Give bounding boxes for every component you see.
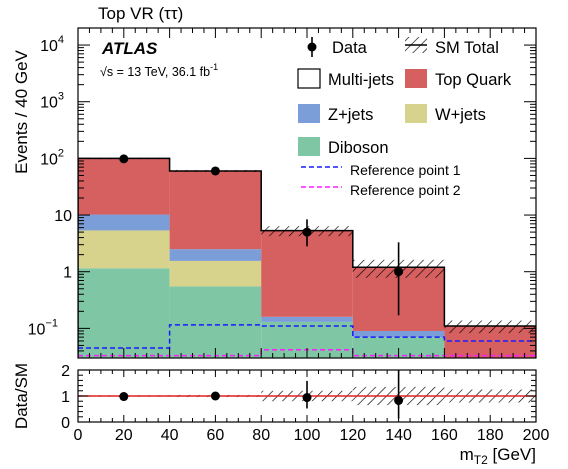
x-tick-label-60: 60 (207, 427, 225, 444)
data-point-1 (210, 166, 220, 176)
sm-uncertainty-bin-4 (444, 320, 536, 334)
legend-swatch-top-quark (405, 69, 427, 88)
main-panel (78, 157, 536, 358)
y-tick-label-5: 10−1 (28, 317, 58, 338)
legend-swatch-z-jets (298, 104, 320, 123)
line-reference-point-1 (78, 324, 536, 349)
x-tick-label-80: 80 (252, 427, 270, 444)
legend-label-reference-point-2: Reference point 2 (350, 182, 461, 198)
x-tick-label-0: 0 (74, 427, 83, 444)
bar-diboson-bin-3 (352, 337, 445, 358)
x-tick-label-120: 120 (339, 427, 366, 444)
bar-z-jets-bin-3 (352, 330, 445, 338)
bar-top-quark-bin-0 (78, 158, 170, 215)
bar-z-jets-bin-1 (169, 249, 262, 261)
bar-w-jets-bin-0 (78, 230, 170, 269)
bar-w-jets-bin-1 (169, 260, 262, 287)
ratio-tick-label-0: 0 (61, 415, 70, 432)
energy-label: √s = 13 TeV, 36.1 fb-1 (100, 62, 218, 79)
chart-title: Top VR (ττ) (98, 4, 183, 23)
y-tick-label-base-4: 1 (63, 265, 72, 282)
legend-marker-data (307, 42, 317, 52)
ratio-tick-label-2: 2 (61, 363, 70, 380)
x-axis-label: mT2 [GeV] (460, 445, 536, 467)
legend-label-reference-point-1: Reference point 1 (350, 162, 461, 178)
energy-label-sup: -1 (210, 62, 218, 72)
legend-label-diboson: Diboson (328, 139, 389, 157)
x-tick-label-100: 100 (294, 427, 321, 444)
y-tick-label-4: 1 (63, 265, 72, 282)
ratio-panel (78, 370, 536, 419)
y-tick-label-base-0: 10 (40, 38, 58, 55)
x-tick-label-200: 200 (523, 427, 550, 444)
y-tick-label-base-1: 10 (40, 95, 58, 112)
energy-label-text: √s = 13 TeV, 36.1 fb (100, 65, 210, 79)
y-tick-label-base-5: 10 (28, 321, 46, 338)
legend-swatch-w-jets (405, 104, 427, 123)
legend-label-sm-total: SM Total (435, 39, 499, 57)
legend: Data SM Total Multi-jets Top Quark Z+jets W+j… (297, 37, 512, 198)
bar-z-jets-bin-0 (78, 214, 170, 231)
x-tick-label-180: 180 (477, 427, 504, 444)
data-markers (119, 154, 404, 316)
ratio-point-1 (210, 391, 220, 401)
y-tick-label-exp-0: 4 (58, 34, 64, 46)
bar-z-jets-bin-2 (261, 316, 353, 322)
data-point-2 (302, 227, 312, 237)
ratio-tick-label-1: 1 (61, 389, 70, 406)
bar-top-quark-bin-1 (169, 170, 262, 250)
y-tick-label-2: 102 (40, 147, 64, 168)
x-axis-label-sub: T2 (474, 453, 488, 467)
ratio-point-0 (119, 392, 129, 402)
ratio-point-3 (394, 395, 404, 405)
axis-ticks: 0 20 40 60 80 100 120 140 160 180 2001041031021011… (28, 27, 550, 444)
x-axis-label-var: m (460, 445, 474, 464)
legend-swatch-diboson (298, 137, 320, 156)
y-tick-label-exp-2: 2 (58, 147, 64, 159)
x-tick-label-140: 140 (385, 427, 412, 444)
bar-diboson-bin-0 (78, 268, 170, 358)
y-tick-label-3: 10 (54, 208, 72, 225)
legend-label-z-jets: Z+jets (328, 106, 373, 124)
y-tick-label-exp-5: −1 (45, 317, 58, 329)
x-tick-label-160: 160 (431, 427, 458, 444)
legend-label-w-jets: W+jets (435, 106, 486, 124)
bar-diboson-bin-1 (169, 286, 262, 358)
legend-label-top-quark: Top Quark (435, 71, 512, 89)
atlas-label: ATLAS (101, 39, 158, 58)
legend-label-multi-jets: Multi-jets (328, 71, 394, 89)
legend-label-data: Data (332, 39, 368, 57)
y-axis-label: Events / 40 GeV (12, 49, 31, 173)
ratio-point-2 (302, 393, 312, 403)
data-point-0 (119, 154, 129, 164)
y-tick-label-0: 104 (40, 34, 64, 55)
x-axis-label-unit: [GeV] (488, 445, 536, 464)
y-tick-label-exp-1: 3 (58, 91, 64, 103)
y-tick-label-base-3: 10 (54, 208, 72, 225)
x-tick-label-40: 40 (161, 427, 179, 444)
ratio-axis-label: Data/SM (12, 363, 31, 429)
x-tick-label-20: 20 (115, 427, 133, 444)
y-tick-label-1: 103 (40, 91, 64, 112)
data-point-3 (394, 267, 404, 277)
y-tick-label-base-2: 10 (40, 151, 58, 168)
legend-swatch-multi-jets (297, 68, 321, 89)
